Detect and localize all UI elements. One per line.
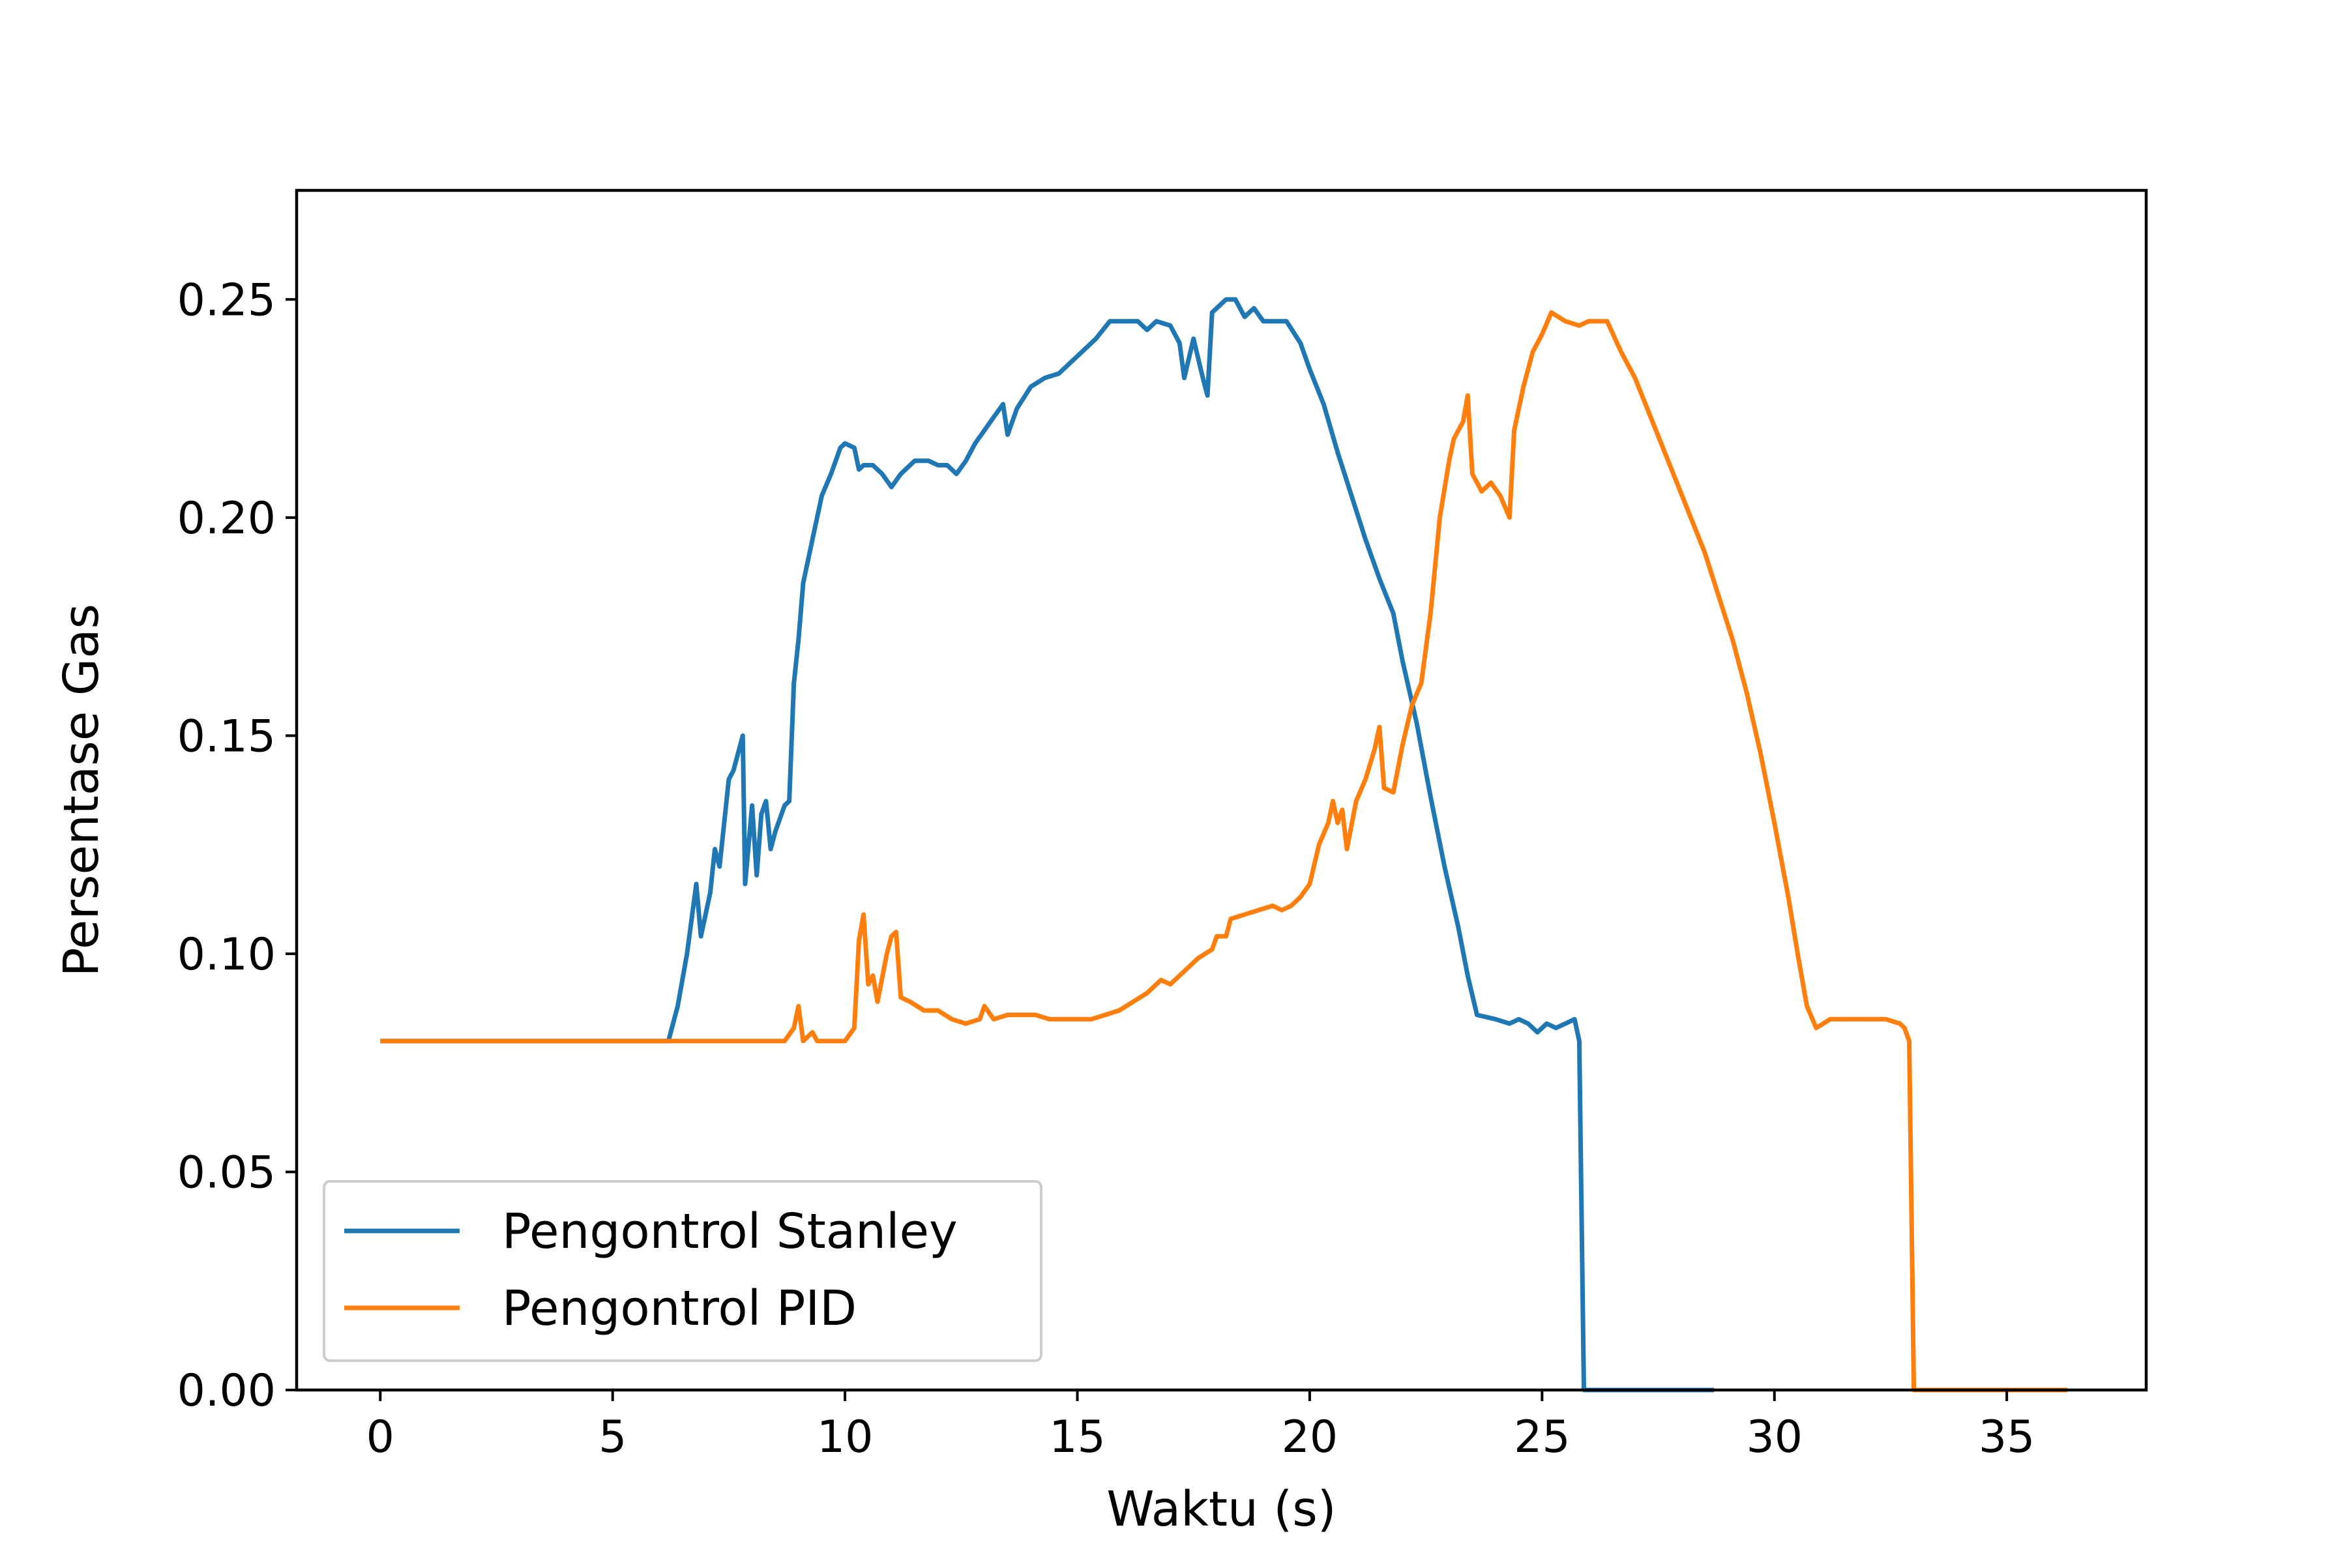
series-line-0 <box>380 297 1715 1393</box>
x-tick-label: 25 <box>1514 1412 1571 1463</box>
legend: Pengontrol Stanley Pengontrol PID <box>323 1180 1042 1362</box>
y-axis-ticks: 0.00 0.05 0.10 0.15 0.20 0.25 <box>177 274 297 1417</box>
series-line-1 <box>380 310 2067 1393</box>
legend-box <box>323 1180 1042 1362</box>
plot-frame <box>295 188 2148 1392</box>
legend-label-stanley: Pengontrol Stanley <box>502 1204 958 1260</box>
x-tick-label: 15 <box>1049 1412 1106 1463</box>
y-tick-label: 0.00 <box>177 1365 276 1417</box>
x-axis-ticks: 0 5 10 15 20 25 30 35 <box>366 1390 2035 1463</box>
x-tick-label: 0 <box>366 1412 394 1463</box>
x-tick-label: 10 <box>817 1412 874 1463</box>
legend-label-pid: Pengontrol PID <box>502 1280 857 1337</box>
y-tick-label: 0.15 <box>177 711 276 762</box>
y-tick-label: 0.25 <box>177 274 276 326</box>
x-tick-label: 30 <box>1746 1412 1803 1463</box>
x-tick-label: 20 <box>1282 1412 1338 1463</box>
y-tick-label: 0.20 <box>177 493 276 544</box>
x-axis-label: Waktu (s) <box>1106 1481 1336 1537</box>
y-axis-label: Persentase Gas <box>53 604 110 977</box>
y-tick-label: 0.10 <box>177 929 276 981</box>
series-layer <box>380 297 2067 1393</box>
x-tick-label: 35 <box>1979 1412 2035 1463</box>
y-tick-label: 0.05 <box>177 1147 276 1198</box>
x-tick-label: 5 <box>598 1412 627 1463</box>
